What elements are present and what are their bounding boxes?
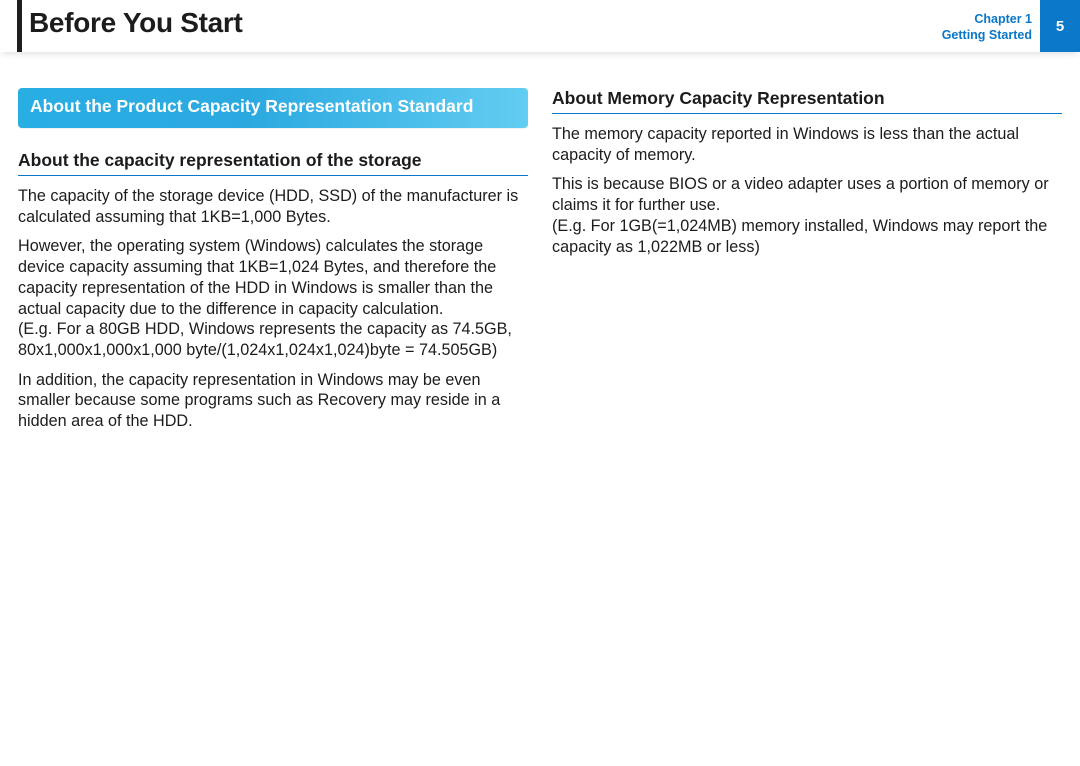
body-text: This is because BIOS or a video adapter … [552,174,1062,215]
page-number-badge: 5 [1040,0,1080,52]
chapter-label: Chapter 1 Getting Started [942,0,1040,52]
left-subheading: About the capacity representation of the… [18,150,528,176]
right-subheading: About Memory Capacity Representation [552,88,1062,114]
body-text: The memory capacity reported in Windows … [552,124,1062,165]
body-text: (E.g. For 1GB(=1,024MB) memory installed… [552,216,1062,257]
page-title: Before You Start [29,7,243,39]
chapter-box: Chapter 1 Getting Started 5 [942,0,1080,52]
body-text: In addition, the capacity representation… [18,370,528,432]
left-column: About the Product Capacity Representatio… [18,88,528,432]
page-header: Before You Start Chapter 1 Getting Start… [0,0,1080,60]
chapter-line-1: Chapter 1 [942,12,1032,28]
content-area: About the Product Capacity Representatio… [0,60,1080,432]
chapter-line-2: Getting Started [942,28,1032,44]
section-title-box: About the Product Capacity Representatio… [18,88,528,128]
header-spine [17,0,22,52]
right-column: About Memory Capacity Representation The… [552,88,1062,432]
body-text: The capacity of the storage device (HDD,… [18,186,528,227]
body-text: However, the operating system (Windows) … [18,236,528,319]
body-text: (E.g. For a 80GB HDD, Windows represents… [18,319,528,360]
